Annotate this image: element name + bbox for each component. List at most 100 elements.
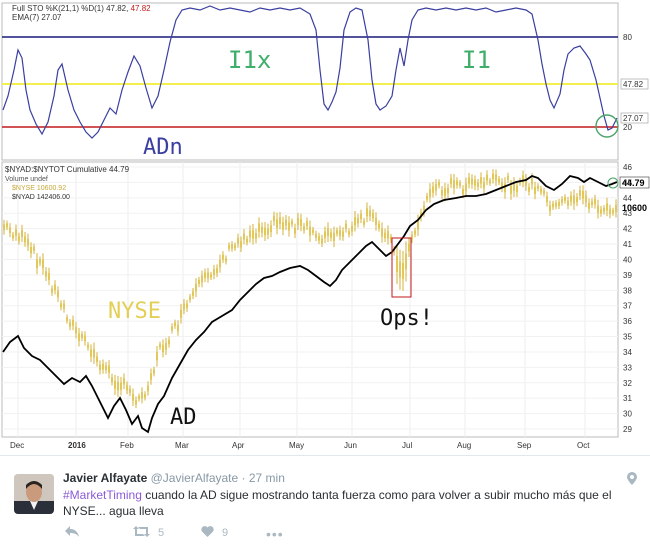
author-handle[interactable]: @JavierAlfayate xyxy=(150,471,239,485)
nyse-body xyxy=(126,385,128,391)
nyse-body xyxy=(552,203,554,208)
time-separator: · xyxy=(241,471,246,485)
nyse-body xyxy=(312,229,314,233)
avatar[interactable] xyxy=(14,474,54,514)
nyse-body xyxy=(138,395,140,400)
label-47: 47.82 xyxy=(623,80,644,89)
nyse-body xyxy=(57,291,59,298)
nyse-body xyxy=(228,245,230,249)
nyse-body xyxy=(354,217,356,226)
x-tick-label: Apr xyxy=(232,441,245,450)
nyse-body xyxy=(537,185,539,189)
nyse-body xyxy=(252,230,254,239)
label-80: 80 xyxy=(623,33,632,42)
nyse-body xyxy=(402,262,404,279)
y-tick-label: 45 xyxy=(623,178,632,187)
nyse-body xyxy=(45,271,47,277)
nyse-body xyxy=(471,178,473,185)
nyse-body xyxy=(477,182,479,187)
x-tick-label: Aug xyxy=(457,441,471,450)
y-tick-label: 30 xyxy=(623,410,632,419)
nyse-body xyxy=(156,352,158,361)
nyse-body xyxy=(75,326,77,334)
location-pin-icon[interactable] xyxy=(627,472,637,490)
nyse-body xyxy=(54,284,56,291)
nyse-body xyxy=(129,388,131,393)
nyse-body xyxy=(291,221,293,225)
nyse-body xyxy=(27,238,29,246)
nyse-body xyxy=(321,238,323,244)
nyse-body xyxy=(150,373,152,380)
y-tick-label: 46 xyxy=(623,163,632,172)
nyse-body xyxy=(30,246,32,254)
stochastic-line xyxy=(2,5,618,139)
nyse-body xyxy=(408,243,410,252)
nyse-body xyxy=(546,196,548,203)
nyse-body xyxy=(525,179,527,186)
y-tick-label: 32 xyxy=(623,379,632,388)
nyse-body xyxy=(234,245,236,249)
nyse-body xyxy=(282,222,284,230)
nyse-body xyxy=(339,230,341,236)
nyse-body xyxy=(456,180,458,186)
nyse-body xyxy=(465,183,467,192)
nyse-body xyxy=(483,181,485,189)
nyse-body xyxy=(144,394,146,398)
hashtag-link[interactable]: #MarketTiming xyxy=(63,488,142,502)
nyse-body xyxy=(186,303,188,309)
nyse-body xyxy=(105,365,107,371)
nyse-body xyxy=(603,207,605,212)
nyse-body xyxy=(510,185,512,194)
tweet-time[interactable]: 27 min xyxy=(248,471,285,485)
more-button[interactable]: ••• xyxy=(266,526,284,542)
y-tick-label: 39 xyxy=(623,271,632,280)
nyse-body xyxy=(348,231,350,235)
nyse-body xyxy=(492,173,494,180)
nyse-body xyxy=(123,378,125,385)
like-count: 9 xyxy=(222,527,229,539)
nyse-body xyxy=(369,210,371,217)
nyse-body xyxy=(417,221,419,230)
like-button[interactable]: 9 xyxy=(201,526,228,540)
nyse-body xyxy=(384,232,386,239)
reply-button[interactable] xyxy=(65,526,79,540)
x-axis: Dec 2016 Feb Mar Apr May Jun Jul Aug Sep Oct xyxy=(10,441,590,450)
tweet-header: Javier Alfayate @JavierAlfayate · 27 min xyxy=(63,471,285,485)
annotation-ops: Ops! xyxy=(380,306,433,331)
retweet-button[interactable]: 5 xyxy=(133,526,164,540)
y-tick-label: 43 xyxy=(623,209,632,218)
ad-line xyxy=(2,175,618,434)
nyse-body xyxy=(237,237,239,244)
nyse-body xyxy=(108,365,110,373)
nyse-body xyxy=(594,198,596,205)
nyse-body xyxy=(372,213,374,219)
nyse-body xyxy=(177,324,179,332)
nyse-body xyxy=(6,223,8,228)
nyse-body xyxy=(135,399,137,405)
nyse-body xyxy=(24,236,26,243)
nyse-body xyxy=(204,272,206,279)
nyse-body xyxy=(381,228,383,237)
nyse-body xyxy=(543,190,545,195)
nyse-body xyxy=(165,342,167,350)
author-name[interactable]: Javier Alfayate xyxy=(63,471,148,485)
nyse-body xyxy=(480,177,482,184)
nyse-body xyxy=(222,254,224,260)
nyse-body xyxy=(174,322,176,327)
highlight-circle xyxy=(595,114,619,138)
tweet-text: #MarketTiming cuando la AD sigue mostran… xyxy=(63,487,623,519)
nyse-body xyxy=(435,184,437,191)
nyse-body xyxy=(570,195,572,202)
y-tick-label: 37 xyxy=(623,302,632,311)
nyse-body xyxy=(600,209,602,214)
nyse-body xyxy=(387,231,389,239)
volume-legend: Volume undef xyxy=(5,176,48,183)
nyse-body xyxy=(576,197,578,203)
nyse-legend: $NYSE 10600.92 xyxy=(12,185,66,192)
nyse-body xyxy=(423,205,425,212)
nyse-body xyxy=(453,180,455,189)
annotation-i1x: I1x xyxy=(228,46,271,74)
nyse-body xyxy=(399,261,401,278)
nyse-body xyxy=(153,369,155,374)
ema-legend: EMA(7) 27.07 xyxy=(12,13,62,22)
